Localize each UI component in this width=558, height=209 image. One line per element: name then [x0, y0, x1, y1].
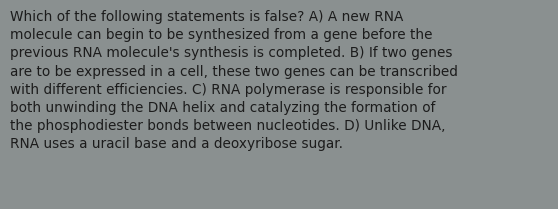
Text: Which of the following statements is false? A) A new RNA
molecule can begin to b: Which of the following statements is fal… — [10, 10, 458, 151]
